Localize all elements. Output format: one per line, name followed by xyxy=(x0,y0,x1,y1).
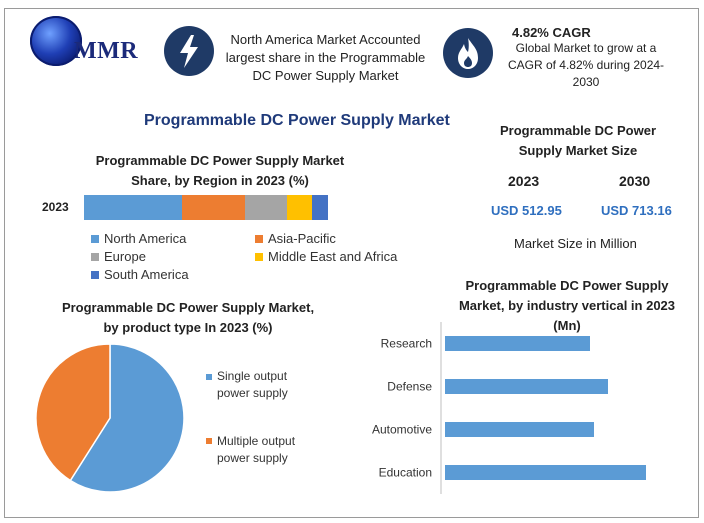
legend-swatch xyxy=(255,252,263,261)
legend-item-middle-east-africa: Middle East and Africa xyxy=(255,249,397,264)
legend-swatch xyxy=(255,234,263,243)
product-type-chart-title: Programmable DC Power Supply Market, by … xyxy=(61,300,315,335)
brand-logo-text: MMR xyxy=(74,38,139,64)
market-size-title: Programmable DC Power Supply Market Size xyxy=(499,123,657,158)
market-value-2023: USD 512.95 xyxy=(491,203,562,218)
region-bar-segment-south-america xyxy=(312,195,328,220)
legend-swatch xyxy=(91,234,99,243)
legend-label-single-output: Single output power supply xyxy=(217,369,288,400)
region-bar-segment-europe xyxy=(245,195,287,220)
region-bar-segment-asia-pacific xyxy=(181,195,246,220)
legend-item-south-america: South America xyxy=(91,267,189,282)
lightning-bolt-icon xyxy=(164,26,214,76)
page-title: Programmable DC Power Supply Market xyxy=(144,112,450,129)
legend-label-multiple-output: Multiple output power supply xyxy=(217,434,296,465)
legend-label: Asia-Pacific xyxy=(268,231,336,246)
region-stacked-bar xyxy=(84,195,328,220)
legend-item-asia-pacific: Asia-Pacific xyxy=(255,231,336,246)
flame-icon xyxy=(443,28,493,78)
region-bar-segment-middle-east-and-africa xyxy=(286,195,313,220)
legend-swatch-single-output xyxy=(206,374,212,380)
cagr-description: Global Market to grow at a CAGR of 4.82%… xyxy=(507,41,665,89)
cagr-title: 4.82% CAGR xyxy=(512,25,591,40)
market-size-unit-note: Market Size in Million xyxy=(514,236,637,251)
industry-tick-label: Education xyxy=(379,466,432,480)
legend-item-north-america: North America xyxy=(91,231,186,246)
pie-slice-multiple-output xyxy=(35,343,111,482)
legend-item-europe: Europe xyxy=(91,249,146,264)
industry-tick-label: Research xyxy=(381,337,432,351)
industry-chart-title: Programmable DC Power Supply Market, by … xyxy=(458,278,676,333)
legend-label: Europe xyxy=(104,249,146,264)
pie-slice-single-output xyxy=(69,343,185,493)
industry-bar-research xyxy=(445,336,590,351)
market-year-2030: 2030 xyxy=(619,173,651,189)
north-america-highlight: North America Market Accounted largest s… xyxy=(225,32,426,83)
globe-logo-icon xyxy=(30,16,82,66)
legend-label: South America xyxy=(104,267,189,282)
industry-tick-label: Automotive xyxy=(372,423,432,437)
legend-swatch xyxy=(91,270,99,279)
market-year-2023: 2023 xyxy=(508,173,540,189)
region-bar-segment-north-america xyxy=(84,195,182,220)
industry-bar-education xyxy=(445,465,646,480)
industry-tick-label: Defense xyxy=(387,380,432,394)
legend-swatch xyxy=(91,252,99,261)
region-chart-title: Programmable DC Power Supply Market Shar… xyxy=(95,153,345,188)
legend-label: Middle East and Africa xyxy=(268,249,398,264)
industry-bar-defense xyxy=(445,379,608,394)
region-category-label: 2023 xyxy=(42,200,69,214)
industry-bar-automotive xyxy=(445,422,594,437)
legend-swatch-multiple-output xyxy=(206,438,212,444)
legend-label: North America xyxy=(104,231,187,246)
market-value-2030: USD 713.16 xyxy=(601,203,672,218)
